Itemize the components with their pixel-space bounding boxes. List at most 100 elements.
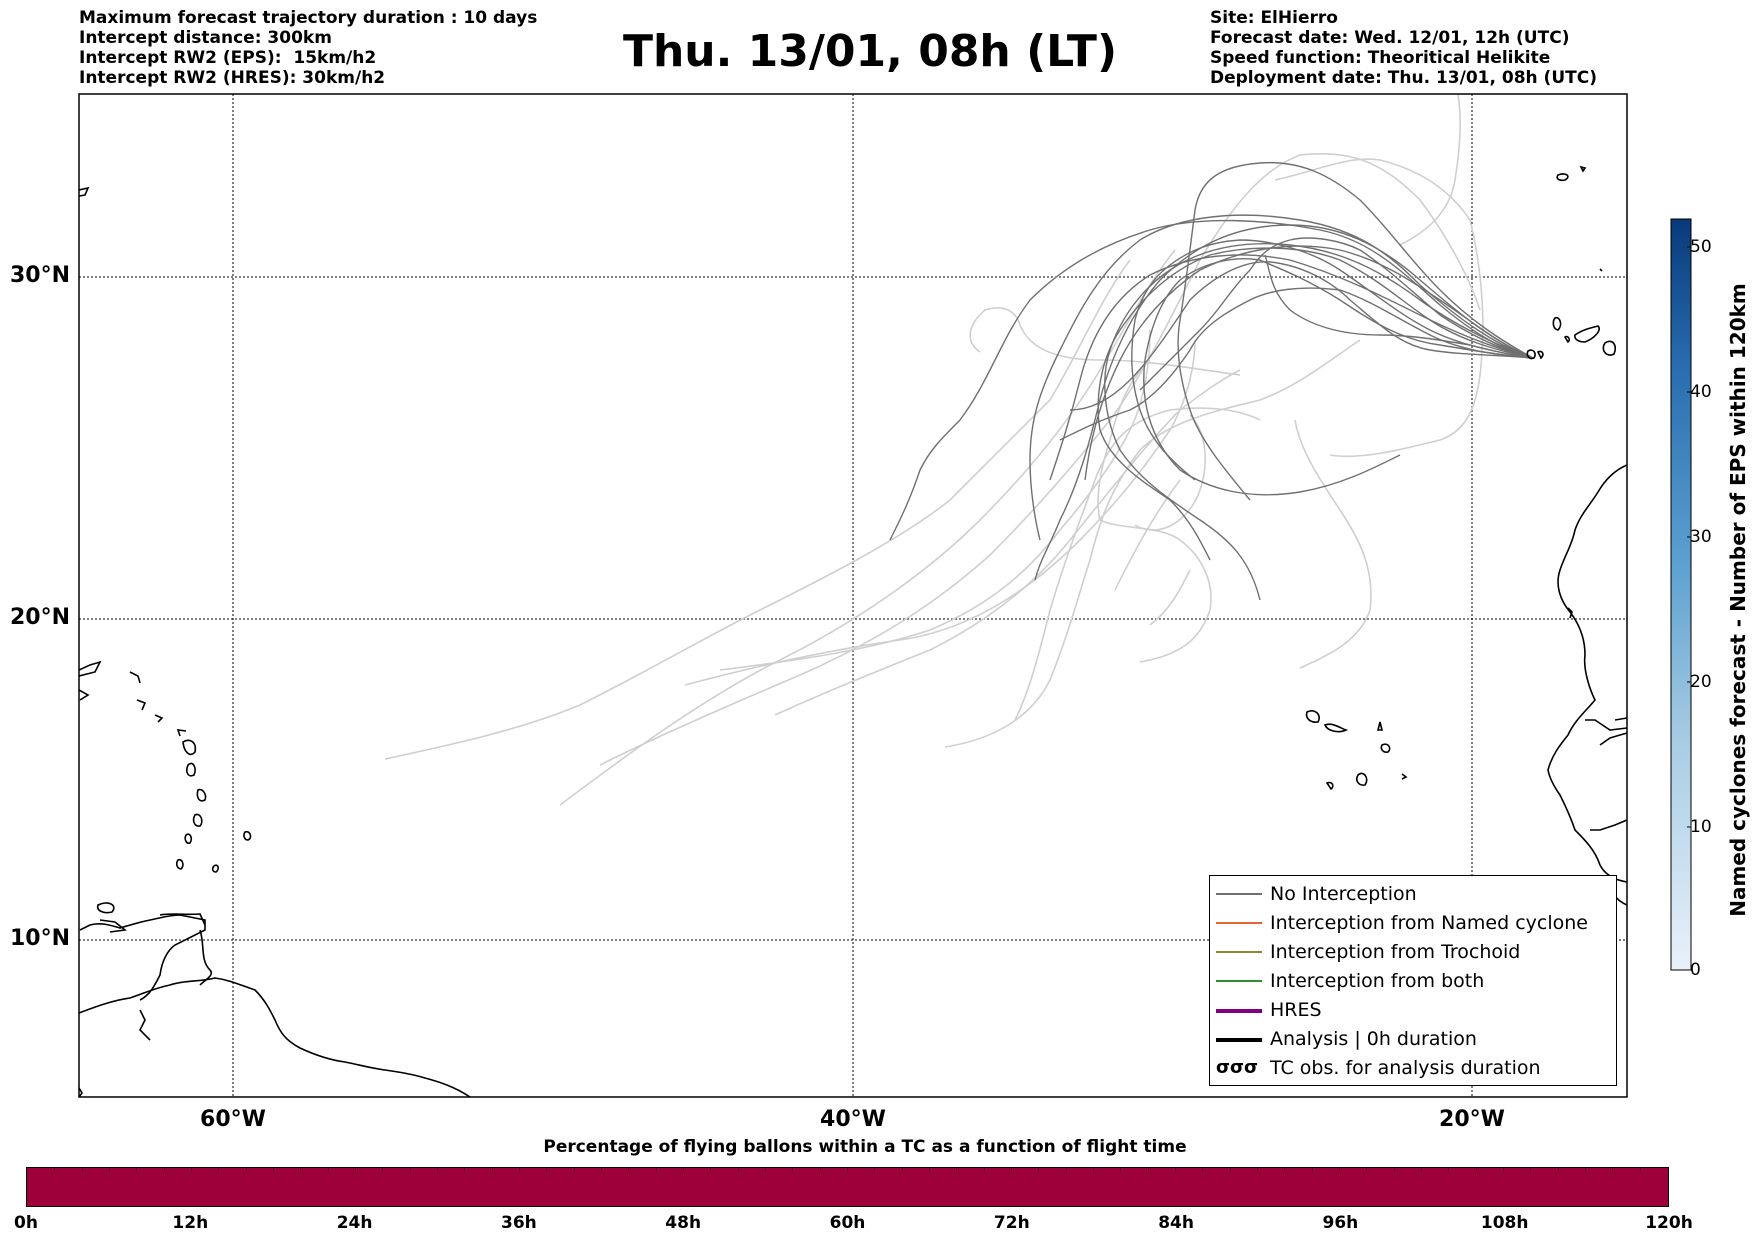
bar-segment-tick (136, 1168, 138, 1172)
bar-segment-tick (765, 1168, 766, 1172)
bar-segment-tick (1284, 1168, 1286, 1172)
bar-segment-tick (546, 1168, 548, 1172)
info-line: Speed function: Theoritical Helikite (1210, 48, 1551, 68)
bar-segment-tick (1612, 1168, 1614, 1172)
legend-label: No Interception (1270, 883, 1417, 905)
map-legend: No Interception Interception from Named c… (1209, 875, 1617, 1086)
legend-label: Analysis | 0h duration (1270, 1028, 1477, 1050)
colorbar-tick: 30 (1690, 527, 1712, 547)
bar-segment-tick (1503, 1168, 1504, 1172)
faded-trajectories (384, 94, 1484, 806)
bar-segment-tick (847, 1168, 848, 1172)
colorbar-title: Named cyclones forecast - Number of EPS … (1726, 283, 1750, 917)
bar-segment-tick (683, 1168, 684, 1172)
bar-segment-tick (1339, 1168, 1340, 1172)
bar-segment-tick (1639, 1168, 1641, 1172)
lat-label: 30°N (9, 263, 70, 288)
bar-segment-tick (1202, 1168, 1204, 1172)
legend-item: σσσ TC obs. for analysis duration (1210, 1054, 1616, 1082)
bar-segment-tick (655, 1168, 657, 1172)
bar-segment-tick (1147, 1168, 1149, 1172)
cyclone-colorbar (1670, 218, 1692, 971)
site-parameters: Site: ElHierro Forecast date: Wed. 12/01,… (1210, 8, 1597, 88)
bar-segment-tick (54, 1168, 56, 1172)
lat-label: 10°N (9, 926, 70, 951)
bar-segment-tick (1585, 1168, 1586, 1172)
bar-segment-tick (874, 1168, 876, 1172)
bar-segment-tick (1448, 1168, 1450, 1172)
bar-segment-tick (737, 1168, 739, 1172)
bar-segment-tick (218, 1168, 220, 1172)
legend-item: Interception from Trochoid (1210, 938, 1616, 966)
lon-label: 60°W (200, 1107, 266, 1132)
bar-tick-label: 12h (172, 1213, 209, 1233)
legend-swatch (1216, 1009, 1262, 1013)
bar-segment-tick (81, 1168, 83, 1172)
map-frame (78, 93, 1628, 1098)
bar-segment-tick (1175, 1168, 1176, 1172)
bar-tick-label: 120h (1645, 1213, 1693, 1233)
bar-segment-tick (573, 1168, 575, 1172)
legend-label: TC obs. for analysis duration (1270, 1057, 1541, 1079)
bar-segment-tick (1475, 1168, 1477, 1172)
bar-segment-tick (819, 1168, 821, 1172)
bar-segment-tick (601, 1168, 602, 1172)
info-line: Intercept RW2 (EPS): 15km/h2 (79, 48, 377, 68)
bar-segment-tick (983, 1168, 985, 1172)
legend-label: Interception from Trochoid (1270, 941, 1521, 963)
tc-obs-symbol-icon: σσσ (1216, 1057, 1259, 1078)
bar-segment-tick (1257, 1168, 1258, 1172)
bar-tick-label: 72h (993, 1213, 1030, 1233)
info-line: Maximum forecast trajectory duration : 1… (79, 8, 538, 28)
bar-segment-tick (519, 1168, 520, 1172)
bar-segment-tick (792, 1168, 794, 1172)
legend-swatch (1216, 1038, 1262, 1042)
bar-segment-tick (901, 1168, 903, 1172)
bar-tick-label: 60h (829, 1213, 866, 1233)
bar-segment-tick (710, 1168, 712, 1172)
legend-swatch (1216, 951, 1262, 953)
colorbar-tick: 20 (1690, 672, 1712, 692)
bar-segment-tick (1038, 1168, 1040, 1172)
bar-segment-tick (382, 1168, 384, 1172)
legend-label: Interception from both (1270, 970, 1485, 992)
map-title: Thu. 13/01, 08h (LT) (622, 26, 1118, 77)
bar-segment-tick (628, 1168, 630, 1172)
colorbar-tick: 10 (1690, 817, 1712, 837)
bar-segment-tick (929, 1168, 930, 1172)
bar-segment-tick (1229, 1168, 1231, 1172)
bar-segment-tick (245, 1168, 247, 1172)
legend-item: Analysis | 0h duration (1210, 1025, 1616, 1053)
bar-tick-label: 0h (14, 1213, 38, 1233)
bar-segment-tick (273, 1168, 274, 1172)
bar-segment-tick (956, 1168, 958, 1172)
bar-segment-tick (1421, 1168, 1422, 1172)
bar-tick-label: 48h (665, 1213, 702, 1233)
bar-segment-tick (491, 1168, 493, 1172)
bar-segment-tick (464, 1168, 466, 1172)
bar-tick-label: 84h (1158, 1213, 1194, 1233)
bar-segment-tick (1120, 1168, 1122, 1172)
bar-segment-tick (1557, 1168, 1559, 1172)
colorbar-tick: 50 (1690, 237, 1712, 257)
no-interception-trajectories (889, 161, 1534, 601)
colorbar-tick: 40 (1690, 382, 1712, 402)
bar-tick-label: 24h (336, 1213, 373, 1233)
lat-label: 20°N (9, 605, 70, 630)
legend-item: Interception from both (1210, 967, 1616, 995)
info-line: Forecast date: Wed. 12/01, 12h (UTC) (1210, 28, 1570, 48)
bar-segment-tick (191, 1168, 192, 1172)
bar-segment-tick (355, 1168, 356, 1172)
bar-segment-tick (1393, 1168, 1395, 1172)
bar-segment-tick (409, 1168, 411, 1172)
info-line: Intercept RW2 (HRES): 30km/h2 (79, 68, 386, 88)
legend-swatch (1216, 980, 1262, 982)
info-line: Intercept distance: 300km (79, 28, 332, 48)
legend-label: Interception from Named cyclone (1270, 912, 1588, 934)
bar-segment-tick (300, 1168, 302, 1172)
bar-tick-label: 108h (1480, 1213, 1529, 1233)
run-parameters: Maximum forecast trajectory duration : 1… (79, 8, 537, 88)
legend-item: HRES (1210, 996, 1616, 1024)
bar-segment-tick (109, 1168, 110, 1172)
